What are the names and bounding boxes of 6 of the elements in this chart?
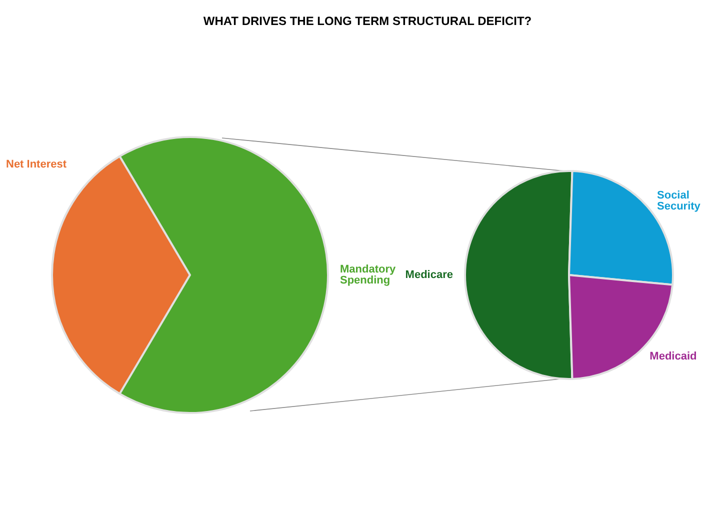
slice-label: Mandatory Spending [340,264,399,286]
chart-title: WHAT DRIVES THE LONG TERM STRUCTURAL DEFICIT? [203,14,532,28]
slice-label: Medicare [405,269,453,281]
slice-label: Medicaid [650,350,697,363]
slice-label: Social Security [657,189,702,212]
slice-label: Net Interest [6,158,67,171]
